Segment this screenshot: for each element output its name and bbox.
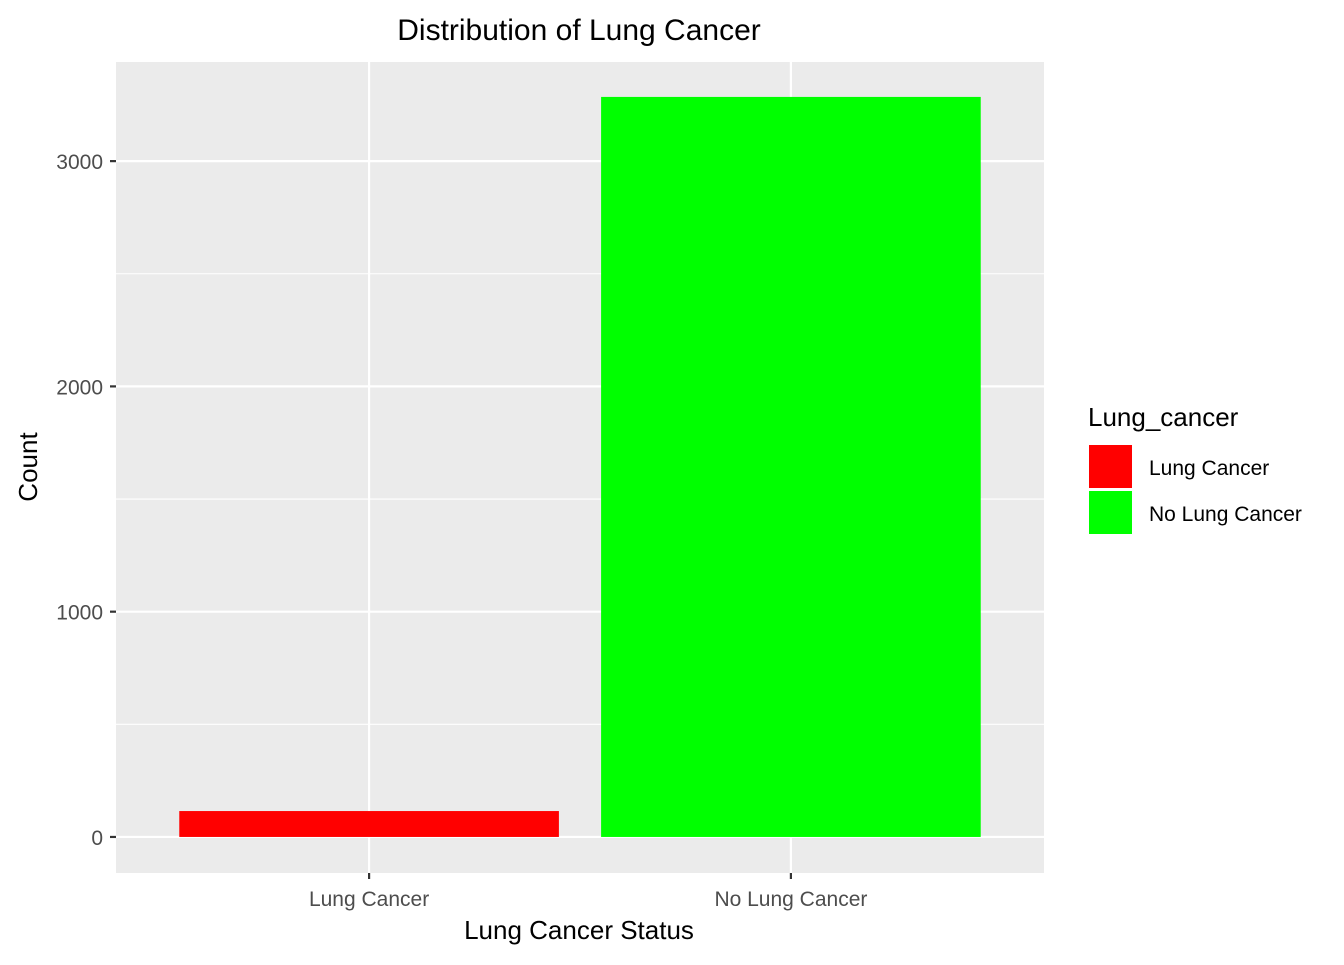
x-axis-title: Lung Cancer Status [464,915,694,945]
legend: Lung_cancer Lung Cancer No Lung Cancer [1088,402,1302,534]
chart-title: Distribution of Lung Cancer [397,14,761,47]
y-tick-label: 2000 [56,376,103,399]
bar-no-lung-cancer [601,96,981,837]
y-tick-label: 3000 [56,151,103,174]
legend-key [1089,445,1132,488]
axes: 0 1000 2000 3000 Lung Cancer No Lung Cancer [56,151,867,911]
legend-label: Lung Cancer [1149,457,1269,480]
bar-lung-cancer [179,811,559,837]
x-tick-label: Lung Cancer [309,888,429,911]
bars [179,96,981,837]
y-tick-label: 0 [91,827,103,850]
legend-key [1089,491,1132,534]
y-tick-label: 1000 [56,602,103,625]
legend-title: Lung_cancer [1088,402,1239,432]
legend-label: No Lung Cancer [1149,503,1302,526]
x-tick-label: No Lung Cancer [714,888,867,911]
y-axis-title: Count [13,432,43,502]
